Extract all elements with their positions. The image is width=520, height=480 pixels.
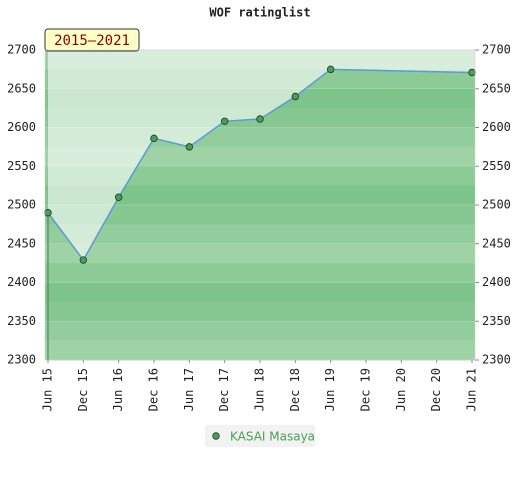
y2-tick-label: 2600 xyxy=(482,120,511,134)
y2-tick-label: 2700 xyxy=(482,43,511,57)
y-tick-label: 2650 xyxy=(7,81,36,95)
badge-box xyxy=(44,28,140,52)
x-tick-label: Jun 15 xyxy=(41,368,55,411)
y-tick-label: 2500 xyxy=(7,198,36,212)
legend-label: KASAI Masaya xyxy=(230,430,315,444)
y-tick-label: 2300 xyxy=(7,353,36,367)
y2-tick-label: 2450 xyxy=(482,236,511,250)
band xyxy=(45,243,475,264)
y-tick-label: 2450 xyxy=(7,236,36,250)
x-tick-label: Dec 19 xyxy=(359,368,373,411)
series-line xyxy=(47,68,473,262)
data-point xyxy=(79,256,88,264)
y-tick-label: 2350 xyxy=(7,314,36,328)
badge: 2015–2021 xyxy=(54,33,130,49)
x-tick-label: Jun 17 xyxy=(182,368,196,411)
y-tick-label: 2550 xyxy=(7,159,36,173)
data-point xyxy=(326,65,335,74)
band xyxy=(45,166,475,187)
data-point xyxy=(150,134,158,143)
band xyxy=(45,282,475,303)
band xyxy=(45,146,475,167)
x-tick-label: Jun 16 xyxy=(111,368,125,411)
x-tick-label: Jun 19 xyxy=(323,368,337,411)
data-point xyxy=(256,115,264,123)
y2-tick-label: 2550 xyxy=(482,159,511,173)
x-tick-label: Jun 20 xyxy=(394,368,408,411)
data-point xyxy=(44,209,52,217)
y-tick-label: 2700 xyxy=(7,43,36,57)
band xyxy=(45,185,475,206)
y2-tick-label: 2650 xyxy=(482,81,511,95)
x-tick-label: Jun 21 xyxy=(465,368,479,411)
band xyxy=(45,321,475,342)
y2-tick-label: 2300 xyxy=(482,353,511,367)
band xyxy=(45,263,475,283)
band xyxy=(45,301,475,322)
above-line-fill xyxy=(45,50,475,261)
y2-tick-label: 2500 xyxy=(482,198,511,212)
y2-tick-label: 2350 xyxy=(482,314,511,328)
legend-marker xyxy=(212,432,220,440)
x-tick-label: Dec 20 xyxy=(429,368,443,411)
data-point xyxy=(114,193,123,201)
legend-box xyxy=(205,425,315,447)
data-point xyxy=(185,143,194,151)
x-tick-label: Dec 18 xyxy=(288,368,302,411)
band xyxy=(45,224,475,245)
x-tick-label: Dec 16 xyxy=(147,368,161,411)
data-point xyxy=(468,68,476,77)
data-point xyxy=(291,92,300,101)
y2-tick-label: 2400 xyxy=(482,275,511,289)
band xyxy=(45,340,475,361)
y-tick-label: 2600 xyxy=(7,120,36,134)
chart-title: WOF ratinglist xyxy=(209,6,310,20)
x-tick-label: Jun 18 xyxy=(253,368,267,411)
plot-border xyxy=(44,49,476,361)
band xyxy=(45,205,475,225)
x-tick-label: Dec 17 xyxy=(217,368,231,411)
data-point xyxy=(220,117,229,125)
x-tick-label: Dec 15 xyxy=(76,368,90,411)
y-tick-label: 2400 xyxy=(7,275,36,289)
plot-area xyxy=(44,50,476,360)
